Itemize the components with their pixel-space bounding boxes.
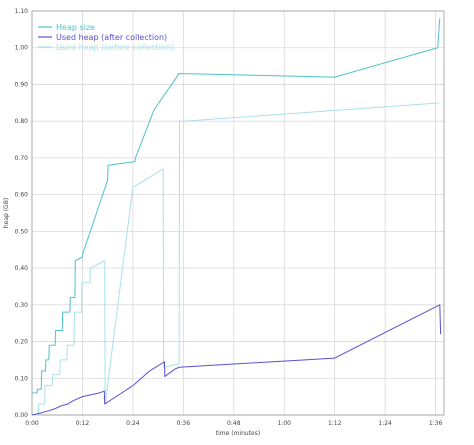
y-axis: 0.00 0.10 0.20 0.30 0.40 0.50 0.60 0.70 0.80 0.90… [15, 8, 29, 419]
y-tick-label: 0.20 [15, 339, 29, 346]
grid [31, 10, 444, 416]
plot-frame [31, 10, 445, 416]
x-tick-label: 0:48 [227, 420, 241, 427]
x-axis: 0:00 0:12 0:24 0:36 0:48 1:00 1:12 1:24 1:36 [25, 420, 442, 427]
plot-background [32, 11, 444, 415]
y-tick-label: 0.70 [15, 155, 29, 162]
y-tick-label: 0.80 [15, 118, 29, 125]
series-line [31, 304, 442, 416]
y-tick-label: 0.30 [15, 302, 29, 309]
x-tick-label: 1:24 [378, 420, 392, 427]
x-tick-label: 1:12 [328, 420, 342, 427]
x-tick-label: 0:36 [177, 420, 191, 427]
series-line [32, 18, 441, 394]
series-line [32, 102, 440, 416]
y-tick-label: 0.90 [15, 81, 29, 88]
legend-label: Used heap (before collection) [56, 43, 174, 52]
y-tick-label: 0.00 [15, 412, 29, 419]
y-axis-title: heap (GB) [3, 198, 10, 228]
y-tick-label: 0.40 [15, 265, 29, 272]
x-tick-label: 1:00 [278, 420, 292, 427]
y-tick-label: 0.10 [15, 375, 29, 382]
y-tick-label: 0.60 [15, 192, 29, 199]
legend-label: Used heap (after collection) [56, 33, 167, 42]
legend-label: Heap size [56, 23, 95, 32]
y-tick-label: 1.00 [15, 45, 29, 52]
x-tick-label: 0:00 [25, 420, 39, 427]
x-axis-title: time (minutes) [216, 430, 260, 437]
x-tick-label: 1:36 [429, 420, 443, 427]
x-tick-label: 0:12 [76, 420, 90, 427]
x-tick-label: 0:24 [126, 420, 140, 427]
y-tick-label: 1.10 [15, 8, 29, 15]
y-tick-label: 0.50 [15, 228, 29, 235]
series-layer [31, 18, 442, 416]
